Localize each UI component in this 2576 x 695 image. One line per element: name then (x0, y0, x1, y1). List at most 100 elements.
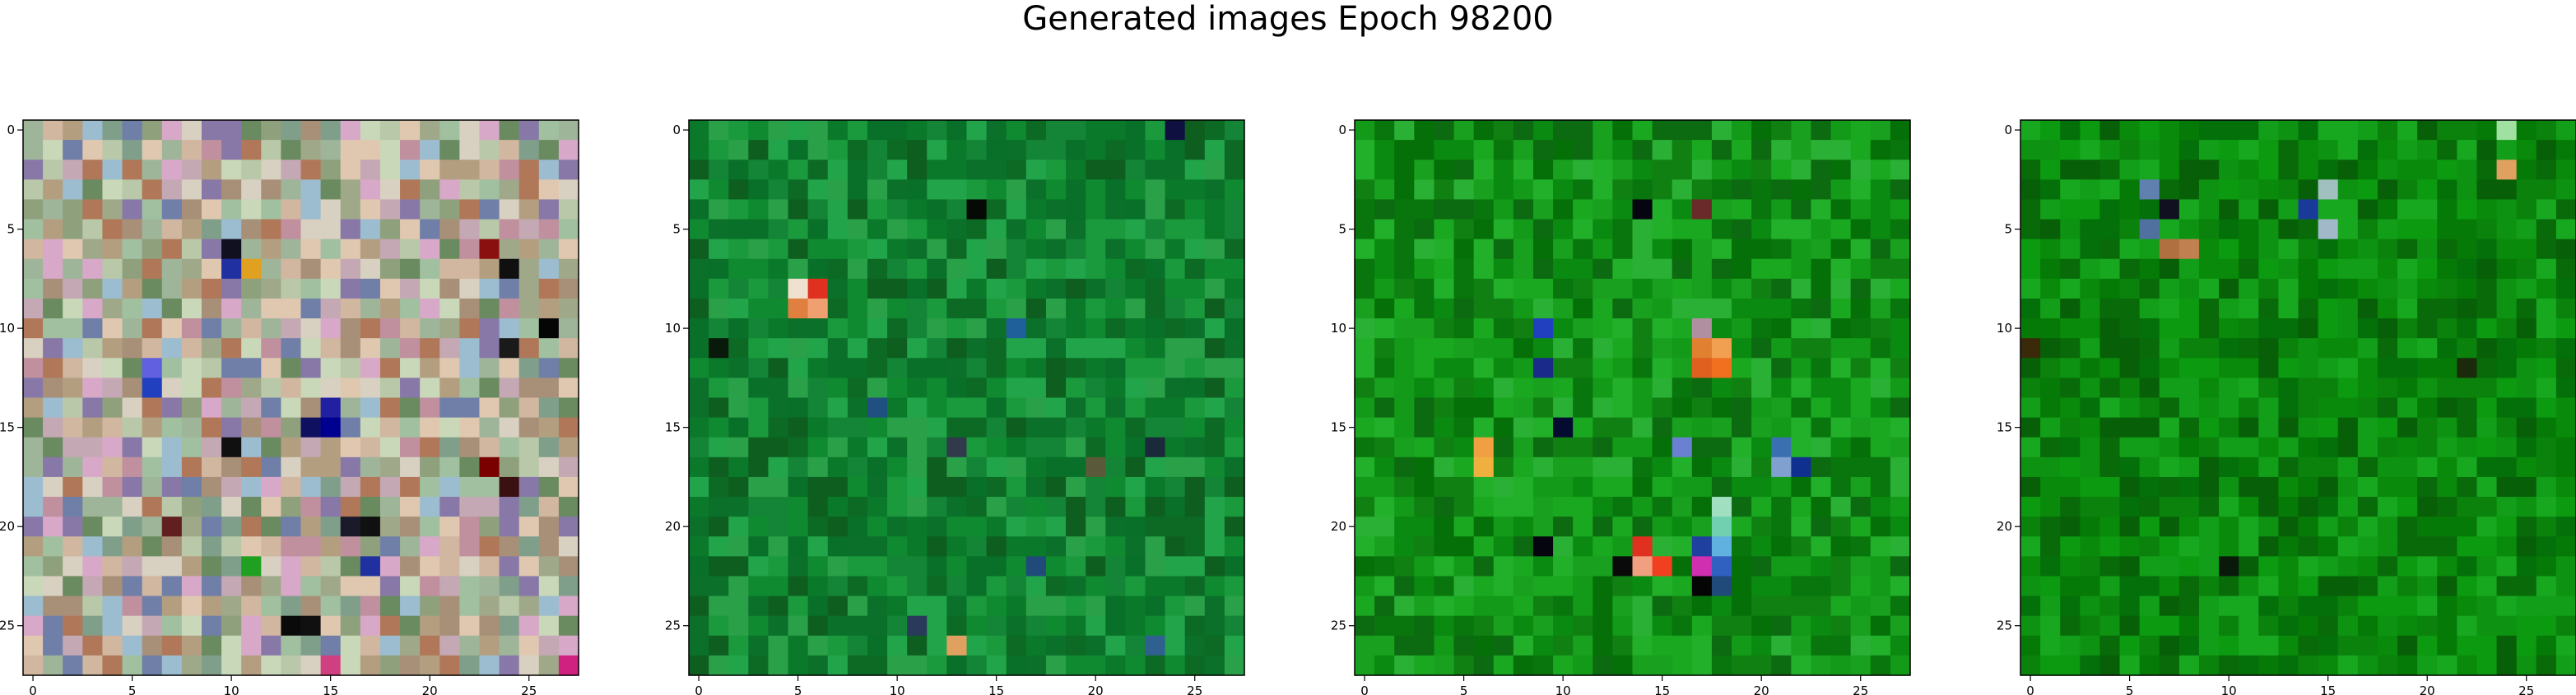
pixel-cell (1355, 219, 1375, 240)
pixel-cell (2476, 476, 2498, 498)
pixel-cell (1553, 258, 1574, 280)
pixel-cell (518, 517, 540, 537)
pixel-cell (788, 456, 809, 478)
pixel-cell (1374, 536, 1395, 557)
pixel-cell (261, 338, 281, 359)
pixel-cell (2139, 655, 2160, 676)
pixel-cell (1652, 536, 1673, 557)
pixel-cell (1553, 576, 1574, 597)
pixel-cell (2040, 397, 2061, 419)
pixel-cell (142, 219, 163, 240)
pixel-cell (420, 497, 440, 517)
pixel-cell (927, 595, 947, 617)
pixel-cell (2457, 635, 2478, 656)
pixel-cell (1791, 536, 1812, 557)
pixel-cell (1473, 318, 1495, 339)
pixel-cell (2457, 497, 2478, 517)
pixel-cell (538, 536, 560, 557)
pixel-cell (1025, 456, 1047, 478)
pixel-cell (2476, 397, 2498, 419)
pixel-cell (320, 536, 342, 557)
pixel-cell (2496, 417, 2518, 438)
pixel-cell (2496, 517, 2518, 537)
pixel-cell (2536, 278, 2557, 299)
pixel-cell (1394, 576, 1415, 597)
pixel-cell (2476, 358, 2498, 378)
pixel-cell (2159, 120, 2180, 141)
pixel-cell (1355, 517, 1375, 537)
pixel-cell (459, 417, 481, 438)
pixel-cell (340, 556, 361, 577)
pixel-cell (1184, 318, 1206, 339)
pixel-cell (2278, 615, 2299, 637)
pixel-cell (2377, 278, 2398, 299)
pixel-cell (1672, 120, 1693, 141)
pixel-cell (459, 497, 481, 517)
pixel-cell (400, 635, 421, 656)
pixel-cell (1105, 497, 1126, 517)
pixel-cell (1532, 417, 1554, 438)
pixel-cell (340, 318, 361, 339)
pixel-cell (1711, 595, 1732, 617)
pixel-cell (63, 160, 83, 180)
pixel-cell (459, 476, 481, 498)
pixel-cell (1593, 536, 1613, 557)
pixel-cell (1224, 120, 1245, 141)
pixel-cell (518, 497, 540, 517)
pixel-cell (261, 120, 281, 141)
pixel-cell (748, 456, 770, 478)
pixel-cell (709, 278, 729, 299)
pixel-cell (161, 199, 183, 220)
pixel-cell (1066, 456, 1086, 478)
pixel-cell (689, 358, 709, 378)
pixel-cell (1006, 278, 1027, 299)
pixel-cell (2516, 239, 2537, 260)
pixel-cell (1691, 338, 1713, 359)
pixel-cell (23, 437, 44, 458)
pixel-cell (2020, 655, 2041, 676)
pixel-cell (1086, 358, 1106, 378)
pixel-cell (340, 338, 361, 359)
pixel-cell (161, 338, 183, 359)
pixel-cell (2377, 258, 2398, 280)
pixel-cell (1414, 378, 1435, 399)
pixel-cell (400, 219, 421, 240)
pixel-cell (1394, 397, 1415, 419)
pixel-cell (768, 397, 789, 419)
pixel-cell (1355, 278, 1375, 299)
pixel-cell (1374, 140, 1395, 160)
pixel-cell (2476, 655, 2498, 676)
pixel-cell (2457, 358, 2478, 378)
pixel-cell (827, 595, 849, 617)
pixel-cell (2099, 318, 2121, 339)
pixel-cell (420, 160, 440, 180)
pixel-cell (1553, 536, 1574, 557)
pixel-cell (807, 338, 829, 359)
pixel-cell (1691, 476, 1713, 498)
pixel-cell (261, 517, 281, 537)
pixel-cell (1652, 239, 1673, 260)
pixel-cell (23, 417, 44, 438)
pixel-cell (1811, 556, 1832, 577)
pixel-cell (1434, 140, 1455, 160)
pixel-cell (1830, 536, 1852, 557)
pixel-cell (867, 635, 888, 656)
pixel-cell (2198, 417, 2220, 438)
pixel-cell (2020, 456, 2041, 478)
pixel-cell (360, 456, 381, 478)
pixel-cell (142, 199, 163, 220)
pixel-cell (2318, 417, 2339, 438)
pixel-cell (1025, 397, 1047, 419)
pixel-cell (1791, 278, 1812, 299)
pixel-cell (2159, 378, 2180, 399)
pixel-cell (2278, 239, 2299, 260)
pixel-cell (1632, 417, 1653, 438)
pixel-cell (827, 635, 849, 656)
pixel-cell (2377, 655, 2398, 676)
pixel-cell (1732, 497, 1752, 517)
pixel-cell (1890, 120, 1911, 141)
pixel-cell (102, 476, 123, 498)
pixel-cell (281, 278, 302, 299)
pixel-cell (807, 179, 829, 201)
pixel-cell (1751, 258, 1772, 280)
